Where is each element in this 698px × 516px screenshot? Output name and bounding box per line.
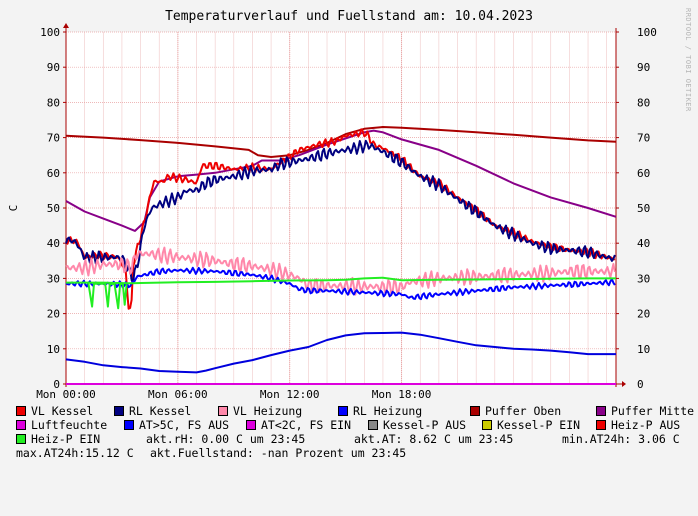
legend-row-4: max.AT24h:15.12 C akt.Fuellstand: -nan P…: [16, 446, 406, 488]
y-tick-label-right: 20: [637, 308, 650, 321]
legend-item: AT<2C, FS EIN: [246, 418, 351, 432]
y-tick-label-right: 60: [637, 167, 650, 180]
y-axis-label: C: [7, 205, 20, 212]
legend-swatch: [338, 406, 348, 416]
legend-label: Puffer Oben: [485, 404, 562, 418]
x-tick-label: Mon 06:00: [148, 388, 208, 400]
y-tick-label-left: 60: [47, 167, 60, 180]
legend-item: Heiz-P EIN: [16, 432, 100, 446]
legend-label: RL Heizung: [353, 404, 423, 418]
legend-label: RL Kessel: [129, 404, 192, 418]
stat-rh: akt.rH: 0.00 C um 23:45: [146, 432, 306, 446]
y-tick-label-left: 30: [47, 272, 60, 285]
tick-labels: 0 0 10 10 20 20 30 30 40 40 50 50 60 60 70 70 80 80 90 90 10…: [36, 26, 657, 400]
y-tick-label-right: 0: [637, 378, 644, 391]
legend-item: VL Kessel: [16, 404, 93, 418]
legend-item: Kessel-P AUS: [368, 418, 466, 432]
legend-swatch: [482, 420, 492, 430]
legend-row-3: Heiz-P EIN akt.rH: 0.00 C um 23:45 akt.A…: [16, 432, 680, 502]
legend-row-1: VL Kessel RL Kessel VL Heizung RL Heizun…: [16, 404, 694, 502]
x-tick-label: Mon 18:00: [372, 388, 432, 400]
legend-label: Heiz-P AUS: [611, 418, 681, 432]
stat-min-at: min.AT24h: 3.06 C: [562, 432, 680, 446]
series-line-rl-heizung: [65, 266, 616, 301]
x-tick-label: Mon 00:00: [36, 388, 96, 400]
y-tick-label-right: 100: [637, 26, 657, 39]
legend-item: VL Heizung: [218, 404, 302, 418]
chart-svg: 0 0 10 10 20 20 30 30 40 40 50 50 60 60 70 70 80 80 90 90 10…: [7, 23, 657, 400]
legend-label: Heiz-P EIN: [31, 432, 101, 446]
stat-at: akt.AT: 8.62 C um 23:45: [354, 432, 514, 446]
x-tick-label: Mon 12:00: [260, 388, 320, 400]
legend-item: Luftfeuchte: [16, 418, 107, 432]
legend-swatch: [16, 406, 26, 416]
y-tick-label-right: 70: [637, 132, 650, 145]
series-line-luftfeuchte: [65, 331, 616, 374]
legend-label: AT<2C, FS EIN: [261, 418, 352, 432]
legend-swatch: [470, 406, 480, 416]
legend-swatch: [596, 420, 606, 430]
legend-swatch: [368, 420, 378, 430]
series-line-puffer-mitte: [65, 129, 617, 232]
y-tick-label-left: 40: [47, 237, 60, 250]
y-tick-label-right: 90: [637, 61, 650, 74]
x-axis-arrow: [622, 381, 626, 387]
y-tick-label-left: 20: [47, 308, 60, 321]
y-tick-label-right: 10: [637, 343, 650, 356]
y-tick-label-left: 90: [47, 61, 60, 74]
legend-label: Luftfeuchte: [31, 418, 108, 432]
y-tick-label-left: 10: [47, 343, 60, 356]
y-tick-label-left: 70: [47, 132, 60, 145]
series-line-heiz-p-ein: [66, 276, 616, 285]
y-tick-label-left: 100: [40, 26, 60, 39]
legend-item: AT>5C, FS AUS: [124, 418, 229, 432]
legend-swatch: [596, 406, 606, 416]
legend-item: RL Heizung: [338, 404, 422, 418]
series-line-heiz-p-ein-dips: [87, 282, 128, 310]
legend-item: Kessel-P EIN: [482, 418, 580, 432]
legend-label: Kessel-P AUS: [383, 418, 467, 432]
legend-label: Puffer Mitte: [611, 404, 695, 418]
legend-item: Heiz-P AUS: [596, 418, 680, 432]
legend-swatch: [246, 420, 256, 430]
legend-row-2: Luftfeuchte AT>5C, FS AUS AT<2C, FS EIN …: [16, 418, 680, 516]
legend-swatch: [218, 406, 228, 416]
legend-swatch: [124, 420, 134, 430]
watermark: RRDTOOL / TOBI OETIKER: [684, 8, 692, 112]
series-line-vl-heizung: [65, 246, 616, 296]
y-tick-label-right: 80: [637, 96, 650, 109]
y-tick-label-left: 50: [47, 202, 60, 215]
legend-label: VL Kessel: [31, 404, 94, 418]
y-tick-label-left: 80: [47, 96, 60, 109]
y-tick-label-right: 40: [637, 237, 650, 250]
chart-title: Temperaturverlauf und Fuellstand am: 10.…: [165, 9, 533, 24]
legend-label: Kessel-P EIN: [497, 418, 581, 432]
series-lines: [65, 126, 617, 385]
stat-fuellstand: akt.Fuellstand: -nan Prozent um 23:45: [150, 446, 407, 460]
legend-item: Puffer Oben: [470, 404, 561, 418]
legend-label: VL Heizung: [233, 404, 303, 418]
series-line-rl-kessel: [65, 139, 616, 284]
stat-max-at: max.AT24h:15.12 C: [16, 446, 134, 460]
y-axis-arrow: [63, 23, 69, 28]
legend-swatch: [16, 434, 26, 444]
y-tick-label-left: 0: [53, 378, 60, 391]
legend-label: AT>5C, FS AUS: [139, 418, 230, 432]
y-tick-label-right: 50: [637, 202, 650, 215]
legend-item: RL Kessel: [114, 404, 191, 418]
legend-swatch: [16, 420, 26, 430]
legend-swatch: [114, 406, 124, 416]
legend-item: Puffer Mitte: [596, 404, 694, 418]
y-tick-label-right: 30: [637, 272, 650, 285]
